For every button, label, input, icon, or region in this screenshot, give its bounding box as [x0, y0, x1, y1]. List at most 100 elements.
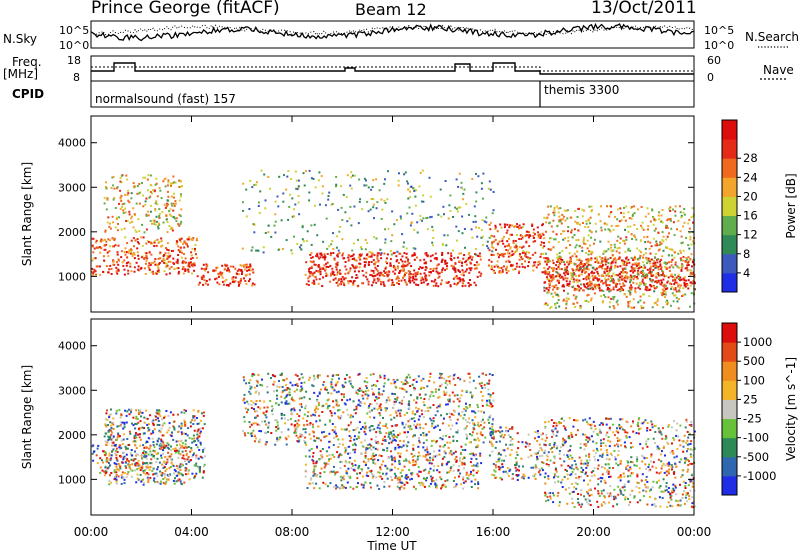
data-cell [120, 447, 123, 450]
data-cell [131, 215, 133, 218]
data-cell [608, 288, 611, 290]
data-cell [492, 463, 495, 465]
data-cell [586, 261, 589, 264]
data-cell [684, 426, 687, 429]
data-cell [435, 258, 438, 261]
data-cell [160, 480, 162, 483]
data-cell [649, 259, 652, 262]
data-cell [131, 469, 134, 472]
data-cell [341, 219, 344, 221]
data-cell [122, 438, 125, 441]
data-cell [205, 263, 208, 266]
data-cell [618, 256, 621, 259]
data-cell [458, 260, 461, 262]
data-cell [576, 284, 579, 287]
data-cell [690, 420, 693, 423]
data-cell [147, 210, 150, 213]
data-cell [166, 264, 169, 267]
data-cell [372, 275, 375, 278]
data-cell [200, 419, 203, 422]
data-cell [228, 270, 231, 273]
data-cell [169, 455, 171, 458]
data-cell [475, 173, 477, 175]
data-cell [647, 257, 650, 260]
data-cell [435, 282, 438, 285]
data-cell [177, 450, 180, 453]
data-cell [387, 279, 390, 282]
data-cell [169, 458, 172, 461]
data-cell [175, 220, 178, 222]
data-cell [173, 468, 176, 471]
data-cell [388, 485, 391, 488]
data-cell [507, 430, 510, 433]
data-cell [103, 470, 106, 473]
data-cell [647, 212, 650, 215]
data-cell [661, 281, 663, 284]
data-cell [576, 216, 579, 218]
data-cell [134, 463, 137, 466]
data-cell [561, 213, 564, 216]
data-cell [131, 253, 134, 256]
data-cell [570, 231, 573, 234]
data-cell [125, 414, 128, 417]
data-cell [433, 257, 436, 260]
data-cell [691, 271, 694, 274]
data-cell [252, 223, 255, 226]
data-cell [635, 432, 638, 434]
data-cell [660, 274, 663, 277]
data-cell [168, 426, 171, 429]
data-cell [629, 270, 632, 273]
data-cell [639, 254, 642, 257]
data-cell [537, 236, 540, 239]
data-cell [353, 257, 356, 260]
data-cell [562, 215, 565, 218]
data-cell [417, 475, 420, 478]
data-cell [579, 306, 582, 309]
data-cell [468, 283, 471, 286]
data-cell [440, 478, 443, 481]
data-cell [426, 446, 428, 449]
data-cell [162, 449, 165, 452]
data-cell [511, 224, 514, 227]
data-cell [393, 284, 395, 286]
data-cell [619, 479, 622, 482]
data-cell [649, 262, 652, 265]
data-cell [673, 251, 676, 254]
data-cell [620, 288, 623, 291]
data-cell [138, 467, 141, 470]
data-cell [590, 253, 593, 256]
data-cell [590, 281, 593, 284]
data-cell [306, 230, 309, 233]
data-cell [341, 476, 344, 479]
data-cell [641, 269, 644, 272]
data-cell [320, 457, 323, 460]
data-cell [257, 249, 260, 252]
data-cell [199, 427, 202, 430]
data-cell [158, 241, 161, 243]
data-cell [253, 183, 256, 186]
data-cell [621, 275, 624, 278]
data-cell [590, 271, 593, 274]
data-cell [645, 256, 648, 259]
data-cell [459, 459, 461, 462]
data-cell [131, 422, 133, 425]
data-cell [113, 237, 116, 240]
data-cell [150, 253, 153, 256]
data-cell [528, 245, 531, 248]
data-cell [444, 260, 447, 262]
data-cell [455, 225, 458, 228]
data-cell [582, 240, 585, 243]
data-cell [656, 281, 658, 284]
data-cell [336, 253, 339, 256]
data-cell [300, 244, 303, 247]
data-cell [332, 247, 335, 250]
data-cell [200, 267, 203, 270]
data-cell [608, 290, 611, 293]
data-cell [682, 225, 685, 228]
data-cell [576, 222, 579, 225]
data-cell [559, 207, 562, 210]
data-cell [541, 271, 544, 274]
data-cell [388, 270, 391, 273]
data-cell [127, 251, 130, 254]
data-cell [581, 215, 584, 218]
